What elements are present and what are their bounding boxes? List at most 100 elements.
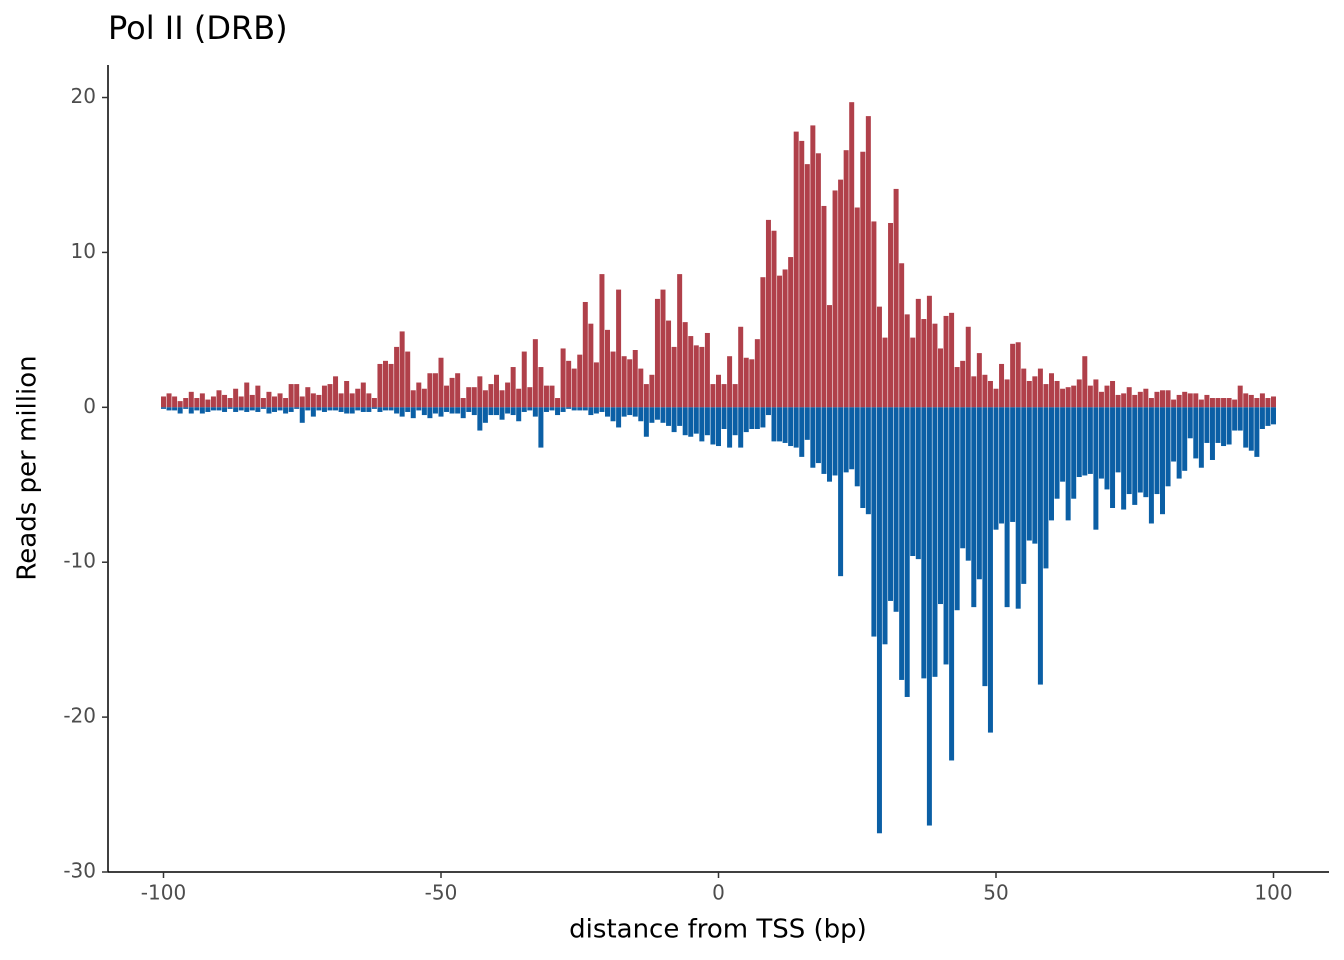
bar xyxy=(527,387,533,408)
bar xyxy=(788,257,794,408)
bar xyxy=(205,407,211,412)
bar xyxy=(210,396,216,408)
bar xyxy=(843,407,849,473)
bar xyxy=(1226,398,1232,408)
bar xyxy=(1232,399,1238,408)
bar xyxy=(344,407,350,414)
bar xyxy=(1082,356,1088,408)
bar xyxy=(643,407,649,437)
bar xyxy=(1071,385,1077,408)
bar xyxy=(588,407,594,416)
bar xyxy=(1204,407,1210,443)
bar xyxy=(571,407,577,411)
bar xyxy=(649,374,655,408)
bar xyxy=(671,346,677,408)
bar xyxy=(294,407,300,409)
bar xyxy=(926,295,932,408)
bar xyxy=(660,407,666,423)
bar xyxy=(1248,394,1254,408)
bar xyxy=(283,407,289,414)
bar xyxy=(1115,407,1121,473)
bar xyxy=(222,407,228,412)
bar xyxy=(444,385,450,408)
bar xyxy=(1243,393,1249,408)
bar xyxy=(854,407,860,487)
bar xyxy=(999,407,1005,524)
y-tick-label: -10 xyxy=(63,549,96,573)
bar xyxy=(1198,407,1204,468)
bar xyxy=(1126,387,1132,408)
bar xyxy=(804,407,810,440)
bar xyxy=(654,407,660,420)
bar xyxy=(976,407,982,580)
bar xyxy=(444,407,450,412)
bar xyxy=(899,407,905,680)
bar xyxy=(194,407,200,411)
bar xyxy=(1165,390,1171,408)
bar xyxy=(1121,393,1127,408)
bar xyxy=(710,407,716,445)
bar xyxy=(177,401,183,408)
bar xyxy=(555,407,561,416)
bar xyxy=(1265,398,1271,408)
bar xyxy=(460,398,466,408)
bar xyxy=(477,407,483,431)
bar xyxy=(266,391,272,408)
bar xyxy=(616,407,622,428)
bar xyxy=(477,376,483,408)
bar xyxy=(543,385,549,408)
bar xyxy=(333,376,339,408)
bar xyxy=(971,407,977,608)
bar xyxy=(1015,407,1021,609)
bar xyxy=(865,116,871,408)
bar xyxy=(188,407,194,414)
bar xyxy=(688,336,694,408)
bar xyxy=(1259,407,1265,430)
bar xyxy=(1076,379,1082,408)
bar xyxy=(721,384,727,408)
bar xyxy=(921,407,927,679)
bar xyxy=(172,396,178,408)
bar xyxy=(1182,407,1188,471)
bar xyxy=(849,102,855,408)
bar xyxy=(505,382,511,408)
bar xyxy=(960,360,966,408)
bar xyxy=(904,314,910,408)
bar xyxy=(893,407,899,612)
bar xyxy=(932,407,938,677)
bar xyxy=(1054,407,1060,499)
bar xyxy=(538,367,544,408)
bar xyxy=(605,407,610,417)
bar xyxy=(283,398,289,408)
bar xyxy=(688,407,694,437)
bar xyxy=(288,407,294,412)
bar xyxy=(982,407,988,687)
bar xyxy=(1037,407,1043,685)
bar xyxy=(310,393,316,408)
bar xyxy=(704,407,710,436)
x-tick-label: -100 xyxy=(141,881,186,905)
bar xyxy=(216,390,222,408)
bar xyxy=(599,407,605,412)
bar xyxy=(543,407,549,412)
bar xyxy=(1015,342,1021,408)
bar xyxy=(1132,407,1138,505)
bar xyxy=(765,407,771,416)
bar xyxy=(771,407,777,442)
bar xyxy=(1226,407,1232,445)
bar xyxy=(876,407,882,834)
bar xyxy=(366,393,372,408)
bar xyxy=(566,407,572,409)
bar xyxy=(516,407,522,422)
bar xyxy=(166,393,172,408)
bar xyxy=(1021,407,1027,584)
bar xyxy=(1004,407,1010,608)
bar xyxy=(377,363,383,408)
bar xyxy=(1082,407,1088,476)
bar xyxy=(388,407,394,411)
bar xyxy=(166,407,172,411)
bar xyxy=(238,396,244,408)
bar xyxy=(1176,394,1182,408)
bar xyxy=(671,407,677,433)
bar xyxy=(932,323,938,408)
